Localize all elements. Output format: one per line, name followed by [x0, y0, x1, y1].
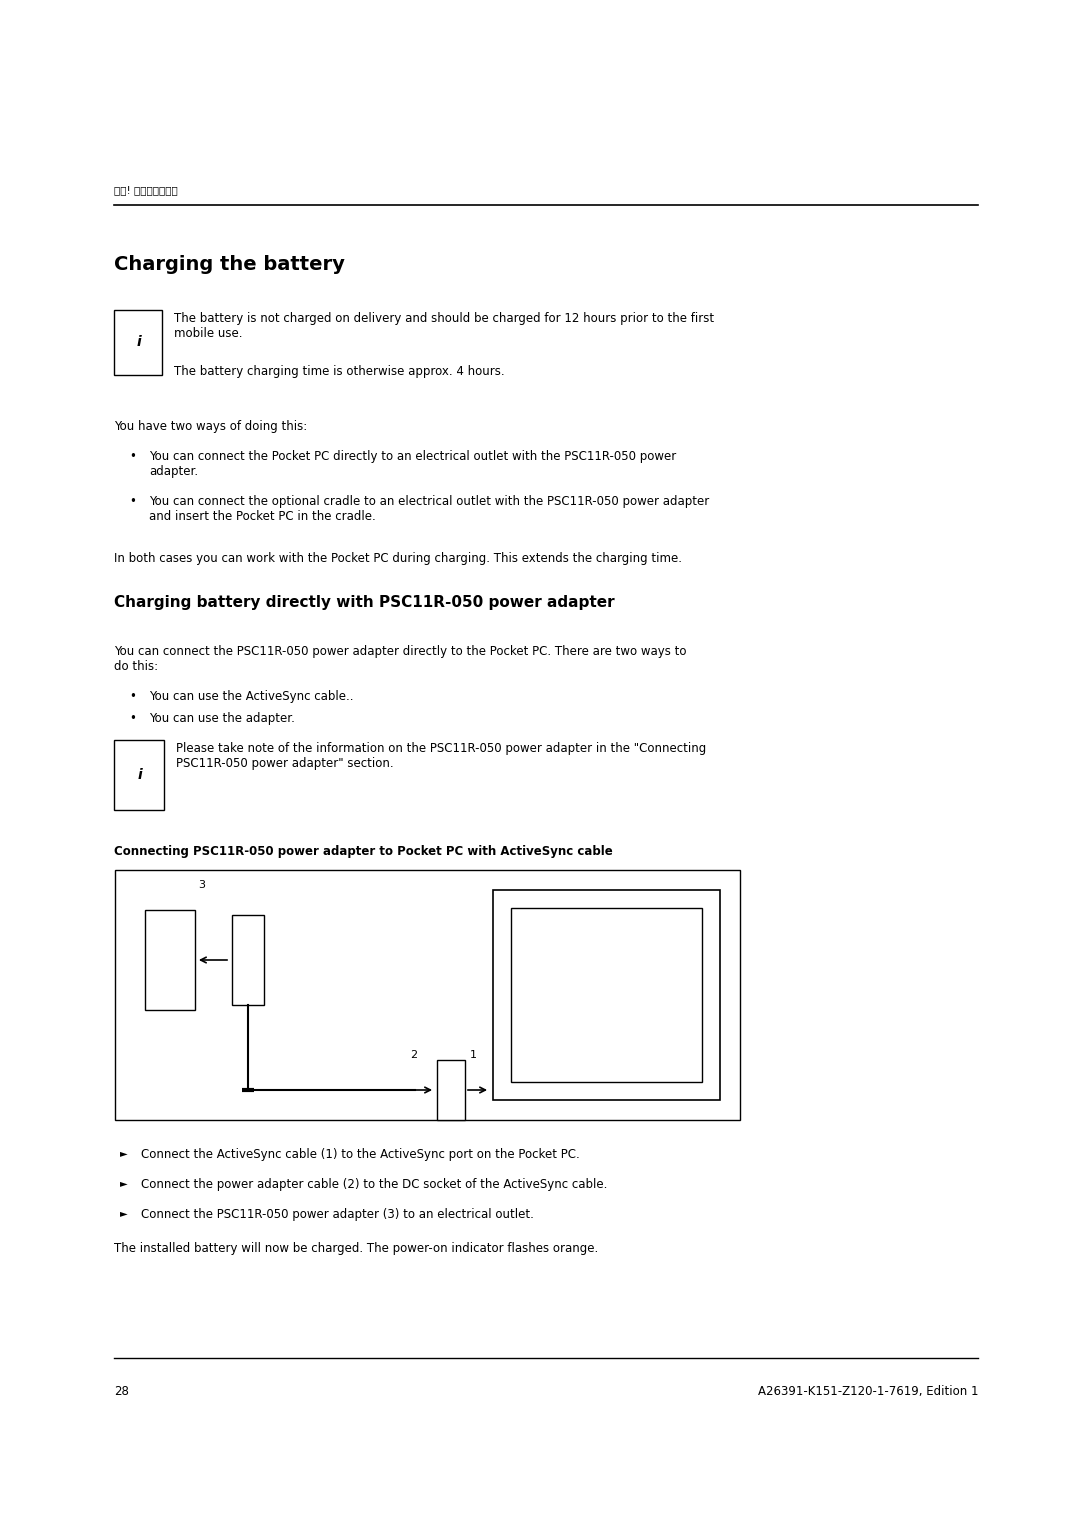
Text: Charging the battery: Charging the battery — [114, 255, 346, 274]
Text: ►: ► — [120, 1209, 127, 1218]
Text: Connect the PSC11R-050 power adapter (3) to an electrical outlet.: Connect the PSC11R-050 power adapter (3)… — [141, 1209, 535, 1221]
Text: i: i — [137, 769, 141, 782]
Text: 2: 2 — [410, 1050, 417, 1060]
Bar — [114, 310, 162, 374]
Text: The battery is not charged on delivery and should be charged for 12 hours prior : The battery is not charged on delivery a… — [175, 312, 715, 341]
Bar — [437, 1060, 465, 1120]
Bar — [114, 869, 740, 1120]
Bar — [492, 889, 720, 1100]
Bar — [114, 740, 164, 810]
Text: You can connect the Pocket PC directly to an electrical outlet with the PSC11R-0: You can connect the Pocket PC directly t… — [149, 451, 677, 478]
Text: 錯誤! 尚未定義樣式。: 錯誤! 尚未定義樣式。 — [114, 185, 178, 196]
Bar — [232, 915, 264, 1005]
Text: The installed battery will now be charged. The power-on indicator flashes orange: The installed battery will now be charge… — [114, 1242, 598, 1254]
Bar — [511, 908, 702, 1082]
Text: •: • — [130, 451, 136, 463]
Bar — [145, 911, 195, 1010]
Text: Connecting PSC11R-050 power adapter to Pocket PC with ActiveSync cable: Connecting PSC11R-050 power adapter to P… — [114, 845, 613, 859]
Text: In both cases you can work with the Pocket PC during charging. This extends the : In both cases you can work with the Pock… — [114, 552, 683, 565]
Text: •: • — [130, 712, 136, 724]
Text: 1: 1 — [470, 1050, 477, 1060]
Text: 3: 3 — [198, 880, 205, 889]
Text: You have two ways of doing this:: You have two ways of doing this: — [114, 420, 308, 432]
Text: You can use the ActiveSync cable..: You can use the ActiveSync cable.. — [149, 691, 354, 703]
Text: i: i — [136, 336, 140, 350]
Text: 28: 28 — [114, 1384, 130, 1398]
Text: You can connect the optional cradle to an electrical outlet with the PSC11R-050 : You can connect the optional cradle to a… — [149, 495, 710, 523]
Text: Connect the ActiveSync cable (1) to the ActiveSync port on the Pocket PC.: Connect the ActiveSync cable (1) to the … — [141, 1148, 580, 1161]
Text: Charging battery directly with PSC11R-050 power adapter: Charging battery directly with PSC11R-05… — [114, 594, 616, 610]
Text: •: • — [130, 495, 136, 507]
Text: ►: ► — [120, 1148, 127, 1158]
Text: ►: ► — [120, 1178, 127, 1187]
Text: You can use the adapter.: You can use the adapter. — [149, 712, 295, 724]
Text: Please take note of the information on the PSC11R-050 power adapter in the "Conn: Please take note of the information on t… — [176, 743, 706, 770]
Text: Connect the power adapter cable (2) to the DC socket of the ActiveSync cable.: Connect the power adapter cable (2) to t… — [141, 1178, 608, 1190]
Text: You can connect the PSC11R-050 power adapter directly to the Pocket PC. There ar: You can connect the PSC11R-050 power ada… — [114, 645, 687, 672]
Text: •: • — [130, 691, 136, 703]
Text: A26391-K151-Z120-1-7619, Edition 1: A26391-K151-Z120-1-7619, Edition 1 — [758, 1384, 978, 1398]
Text: The battery charging time is otherwise approx. 4 hours.: The battery charging time is otherwise a… — [175, 365, 505, 377]
